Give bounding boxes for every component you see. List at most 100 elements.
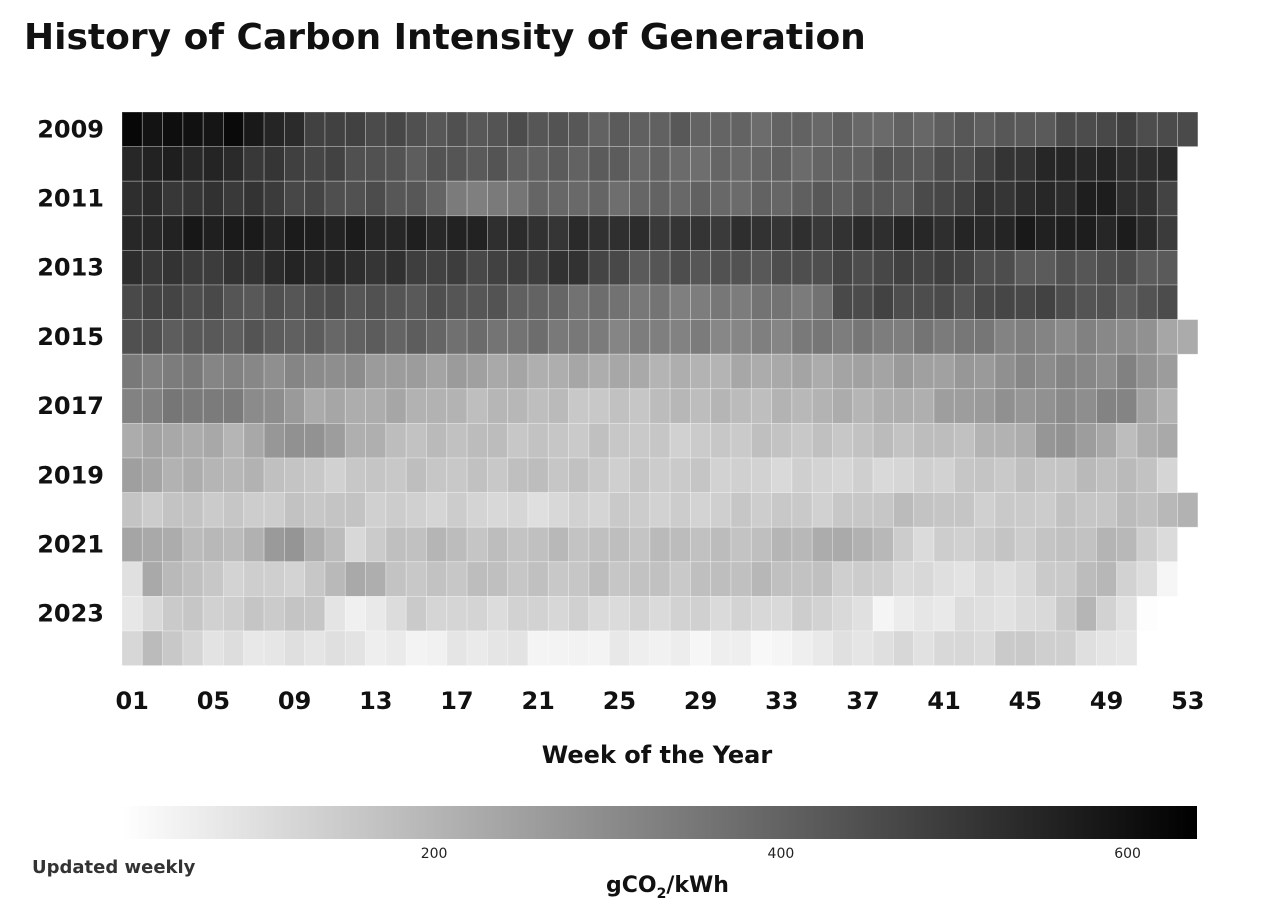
heatmap-cell	[750, 180, 772, 217]
heatmap-cell	[405, 111, 427, 147]
heatmap-cell	[629, 353, 651, 390]
heatmap-cell	[1156, 249, 1179, 286]
heatmap-cell	[629, 492, 651, 528]
heatmap-cell	[629, 284, 651, 320]
x-tick-label: 17	[440, 687, 473, 715]
heatmap-cell	[730, 526, 752, 563]
heatmap-cell	[710, 111, 732, 147]
heatmap-cell	[527, 180, 549, 217]
heatmap-cell	[121, 561, 143, 597]
heatmap-cell	[710, 526, 732, 563]
heatmap-cell	[852, 249, 874, 286]
heatmap-cell	[629, 388, 651, 424]
heatmap-cell	[608, 526, 630, 563]
heatmap-cell	[324, 457, 346, 493]
heatmap-cell	[629, 249, 651, 286]
heatmap-cell	[1014, 422, 1036, 459]
heatmap-cell	[1035, 492, 1057, 528]
heatmap-cell	[121, 111, 143, 147]
heatmap-cell	[852, 492, 874, 528]
heatmap-cell	[771, 353, 793, 390]
heatmap-cell	[669, 284, 691, 320]
heatmap-cell	[832, 457, 854, 493]
heatmap-cell	[872, 215, 894, 251]
heatmap-cell	[953, 388, 975, 424]
heatmap-cell	[588, 284, 610, 320]
heatmap-cell	[121, 215, 143, 251]
heatmap-cell	[994, 630, 1016, 666]
heatmap-cell	[730, 111, 752, 147]
heatmap-cell	[426, 596, 448, 632]
heatmap-cell	[507, 284, 529, 320]
heatmap-cell	[162, 596, 184, 632]
heatmap-cell	[283, 388, 306, 424]
heatmap-cell	[385, 146, 407, 182]
heatmap-cell	[1055, 353, 1077, 390]
heatmap-cell	[893, 146, 915, 182]
heatmap-cell	[547, 526, 569, 563]
heatmap-cell	[466, 526, 488, 563]
heatmap-cell	[182, 180, 204, 217]
heatmap-cell	[263, 596, 285, 632]
heatmap-cell	[344, 422, 366, 459]
heatmap-cell	[852, 111, 874, 147]
heatmap-cell	[1014, 526, 1036, 563]
heatmap-cell	[710, 457, 732, 493]
heatmap-cell	[182, 388, 204, 424]
heatmap-cell	[162, 249, 184, 286]
heatmap-cell	[974, 284, 996, 320]
heatmap-cell	[263, 388, 285, 424]
heatmap-cell	[243, 111, 265, 147]
heatmap-cell	[324, 215, 346, 251]
heatmap-cell	[852, 388, 874, 424]
heatmap-cell	[994, 284, 1016, 320]
heatmap-cell	[690, 353, 712, 390]
heatmap-cell	[547, 422, 569, 459]
heatmap-cell	[608, 422, 630, 459]
heatmap-cell	[426, 630, 448, 666]
heatmap-cell	[730, 319, 752, 355]
heatmap-cell	[202, 146, 224, 182]
heatmap-cell	[426, 249, 448, 286]
heatmap-cell	[1096, 111, 1118, 147]
y-tick-label: 2015	[37, 323, 104, 351]
heatmap-cell	[588, 180, 610, 217]
heatmap-cell	[629, 146, 651, 182]
heatmap-cell	[1075, 630, 1097, 666]
heatmap-cell	[994, 180, 1016, 217]
heatmap-cell	[1055, 561, 1077, 597]
heatmap-cell	[1136, 180, 1158, 217]
heatmap-cell	[750, 319, 772, 355]
heatmap-cell	[1035, 596, 1057, 632]
heatmap-cell	[486, 526, 509, 563]
heatmap-cell	[324, 561, 346, 597]
heatmap-cell	[669, 561, 691, 597]
heatmap-cell	[263, 353, 285, 390]
heatmap-cell	[974, 492, 996, 528]
heatmap-cell	[1075, 180, 1097, 217]
heatmap-cell	[182, 215, 204, 251]
heatmap-cell	[852, 457, 874, 493]
heatmap-cell	[669, 526, 691, 563]
heatmap-cell	[750, 388, 772, 424]
heatmap-cell	[872, 319, 894, 355]
heatmap-cell	[913, 457, 935, 493]
heatmap-cell	[405, 215, 427, 251]
heatmap-cell	[791, 146, 813, 182]
heatmap-cell	[608, 492, 630, 528]
heatmap-cell	[243, 596, 265, 632]
heatmap-cell	[527, 561, 549, 597]
heatmap-cell	[182, 249, 204, 286]
heatmap-cell	[588, 111, 610, 147]
heatmap-cell	[710, 215, 732, 251]
heatmap-cell	[568, 457, 590, 493]
heatmap-cell	[283, 526, 306, 563]
heatmap-cell	[669, 180, 691, 217]
heatmap-cell	[730, 561, 752, 597]
heatmap-cell	[1014, 353, 1036, 390]
heatmap-cell	[202, 596, 224, 632]
heatmap-cell	[121, 388, 143, 424]
heatmap-cell	[527, 388, 549, 424]
heatmap-cell	[1035, 249, 1057, 286]
